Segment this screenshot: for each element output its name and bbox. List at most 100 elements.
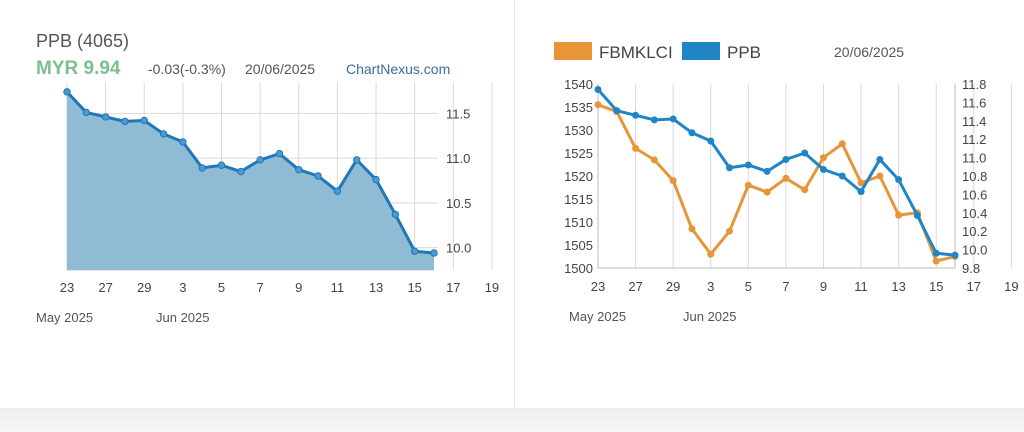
price-point (430, 249, 438, 257)
chartnexus-link[interactable]: ChartNexus.com (346, 61, 450, 77)
right-left-y-tick-label: 1505 (564, 238, 593, 253)
left-x-tick-label: 9 (295, 280, 302, 295)
left-month-label: Jun 2025 (156, 310, 210, 325)
ppb-point (913, 212, 921, 220)
right-x-tick-label: 17 (967, 279, 981, 294)
left-y-axis: 10.0 10.5 11.0 11.5 (446, 106, 471, 255)
left-x-tick-label: 19 (485, 280, 499, 295)
left-y-tick-label: 11.5 (446, 106, 470, 121)
right-right-y-tick-label: 10.8 (962, 169, 987, 184)
left-x-tick-label: 7 (257, 280, 264, 295)
ppb-point (650, 116, 658, 124)
ppb-point (932, 249, 940, 257)
right-right-y-tick-label: 10.6 (962, 187, 987, 202)
price-point (391, 210, 400, 219)
fbmklci-point (876, 172, 884, 180)
price-point (256, 156, 264, 164)
left-month-label: May 2025 (36, 310, 93, 325)
right-right-y-tick-label: 9.8 (962, 261, 980, 276)
fbmklci-point (650, 156, 658, 164)
panel-divider (514, 0, 515, 408)
right-x-tick-label: 3 (707, 279, 714, 294)
price-points (63, 88, 438, 257)
price-point (333, 187, 342, 195)
fbmklci-point (726, 227, 734, 235)
left-x-tick-label: 23 (60, 280, 74, 295)
right-y-axis-right: 9.8 10.0 10.2 10.4 10.6 10.8 11.0 11.2 11.4 11.6 1… (962, 77, 987, 276)
price-point (372, 175, 380, 184)
comparison-chart-panel: FBMKLCI PPB 20/06/2025 1500 1505 1510 1515 15… (516, 0, 1024, 408)
ppb-point (594, 86, 602, 94)
ppb-area-chart: PPB (4065) MYR 9.94 -0.03(-0.3%) 20/06/2… (36, 31, 499, 325)
ppb-point (669, 115, 677, 123)
price-point (314, 172, 322, 180)
fbmklci-point (932, 257, 940, 265)
left-x-tick-label: 29 (137, 280, 151, 295)
quote-date: 20/06/2025 (245, 61, 315, 77)
right-x-tick-label: 7 (782, 279, 789, 294)
ppb-point (876, 155, 884, 163)
fbmklci-point (669, 177, 677, 185)
price-point (353, 156, 361, 164)
ppb-point (763, 167, 771, 175)
right-right-y-tick-label: 10.2 (962, 224, 987, 239)
left-x-tick-label: 27 (98, 280, 112, 295)
ppb-price-chart-panel: PPB (4065) MYR 9.94 -0.03(-0.3%) 20/06/2… (0, 0, 514, 408)
left-y-tick-label: 11.0 (446, 151, 470, 166)
fbmklci-point (838, 140, 846, 148)
footer-band (0, 408, 1024, 432)
left-x-tick-label: 17 (446, 280, 460, 295)
fbmklci-point (801, 186, 809, 194)
right-right-y-tick-label: 10.0 (962, 243, 987, 258)
ppb-point (857, 188, 865, 196)
ppb-legend-swatch (682, 42, 720, 60)
right-x-tick-label: 9 (820, 279, 827, 294)
price-point (410, 247, 419, 255)
ppb-point (726, 164, 734, 172)
left-x-tick-label: 3 (179, 280, 186, 295)
right-right-y-tick-label: 11.0 (962, 151, 986, 166)
price-point (101, 113, 110, 121)
right-x-tick-label: 15 (929, 279, 943, 294)
comparison-date: 20/06/2025 (834, 44, 904, 60)
fbmklci-point (895, 211, 903, 219)
ppb-legend-label: PPB (727, 43, 761, 62)
price-point (82, 108, 91, 117)
right-x-tick-label: 13 (891, 279, 905, 294)
ppb-point (782, 155, 790, 163)
price-point (275, 149, 284, 158)
right-grid (597, 84, 1012, 269)
right-x-tick-label: 11 (854, 279, 868, 294)
current-price: MYR 9.94 (36, 58, 121, 79)
left-y-tick-label: 10.5 (446, 196, 471, 211)
ppb-point (838, 172, 846, 180)
right-x-tick-label: 23 (591, 279, 605, 294)
price-point (179, 138, 187, 146)
fbmklci-legend-label: FBMKLCI (599, 43, 673, 62)
ppb-point (613, 107, 621, 115)
fbmklci-legend-swatch (554, 42, 592, 60)
ppb-point (951, 251, 959, 259)
ppb-point (819, 166, 827, 174)
ppb-point (688, 129, 696, 137)
price-point (198, 164, 206, 172)
right-x-axis: 23 27 29 3 5 7 9 11 13 15 17 19 (591, 279, 1019, 294)
ppb-point (744, 161, 752, 169)
right-month-labels: May 2025 Jun 2025 (569, 309, 737, 324)
fbmklci-point (819, 154, 827, 162)
left-x-tick-label: 15 (407, 280, 421, 295)
price-change: -0.03(-0.3%) (148, 61, 226, 77)
chart-legend: FBMKLCI PPB (554, 42, 761, 62)
right-left-y-tick-label: 1530 (564, 123, 593, 138)
right-x-tick-label: 29 (666, 279, 680, 294)
right-left-y-tick-label: 1515 (564, 192, 593, 207)
ppb-point (895, 176, 903, 184)
right-left-y-tick-label: 1540 (564, 77, 593, 92)
right-right-y-tick-label: 11.4 (962, 114, 986, 129)
ppb-series-line (596, 88, 956, 257)
fbmklci-point (707, 250, 715, 258)
price-point (140, 116, 148, 125)
left-x-tick-label: 11 (331, 280, 345, 295)
fbmklci-series-line (597, 103, 956, 263)
right-right-y-tick-label: 11.2 (962, 132, 986, 147)
